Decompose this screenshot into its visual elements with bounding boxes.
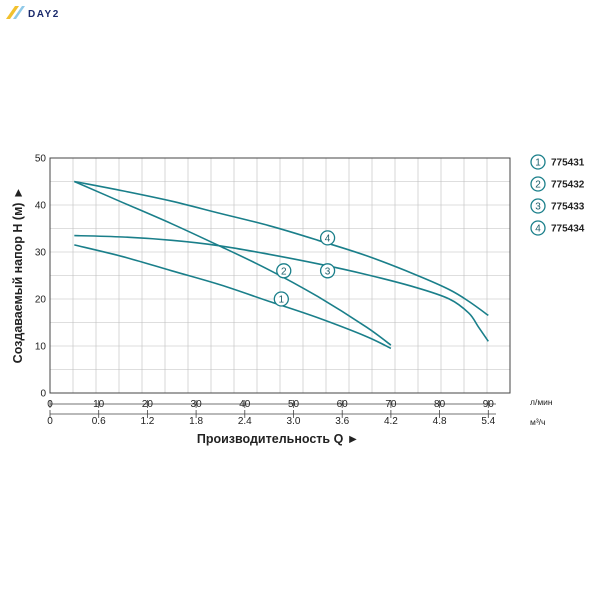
curve-775434: [74, 180, 489, 317]
curve-marker-1: 1: [273, 291, 289, 307]
y-tick-label: 0: [40, 389, 46, 400]
x2-axis-ticks: 0 0.6 1.2 1.8 2.4 3.0 3.6 4.2 4.8 5.4: [47, 410, 496, 427]
marker-label: 2: [281, 266, 287, 277]
y-axis-label: Создаваемый напор H (м) ►: [11, 187, 25, 364]
legend-marker-label: 4: [535, 224, 541, 235]
x-tick-label: 60: [337, 399, 349, 410]
legend-marker-circle: [530, 154, 546, 170]
y-tick-label: 10: [35, 342, 47, 353]
legend-item-775433: 3 775433: [530, 198, 585, 214]
x-tick-label: 70: [385, 399, 397, 410]
marker-circle: [273, 291, 289, 307]
x2-tick-label: 0.6: [92, 416, 106, 427]
x2-tick-label: 4.2: [384, 416, 398, 427]
x-tick-label: 30: [191, 399, 203, 410]
x-axis-label: Производительность Q ►: [197, 432, 359, 446]
x2-tick-label: 1.8: [189, 416, 203, 427]
marker-label: 1: [279, 295, 285, 306]
x-tick-label: 50: [288, 399, 300, 410]
brand-logo: DAY2: [4, 3, 94, 29]
legend-item-775431: 1 775431: [530, 154, 585, 170]
plot-frame: [49, 157, 511, 394]
x-tick-label: 0: [47, 399, 53, 410]
x-axis-ticks: 0 10 20 30 40 50 60 70 80 90: [47, 399, 494, 410]
x2-axis-unit: м³/ч: [530, 417, 545, 427]
x-tick-label: 20: [142, 399, 154, 410]
x-tick-label: 90: [483, 399, 495, 410]
x2-tick-label: 4.8: [433, 416, 447, 427]
marker-label: 3: [325, 266, 331, 277]
legend-item-775432: 2 775432: [530, 176, 585, 192]
legend-item-775434: 4 775434: [530, 220, 585, 236]
y-tick-label: 50: [35, 154, 47, 165]
curve-marker-3: 3: [319, 263, 336, 279]
y-tick-label: 30: [35, 248, 47, 259]
x2-tick-label: 3.6: [335, 416, 349, 427]
curve-marker-2: 2: [276, 263, 292, 279]
curve-markers: 1 2 3 4: [273, 230, 336, 307]
legend-marker-label: 2: [535, 180, 541, 191]
legend-label: 775433: [551, 202, 585, 213]
y-tick-label: 40: [35, 201, 47, 212]
legend-marker-label: 1: [535, 158, 541, 169]
legend-label: 775434: [551, 224, 585, 235]
curve-775431: [74, 244, 392, 350]
legend-marker-circle: [530, 198, 546, 214]
x2-tick-label: 5.4: [481, 416, 495, 427]
x2-tick-label: 1.2: [140, 416, 154, 427]
curve-775433: [74, 234, 489, 342]
legend-label: 775431: [551, 158, 585, 169]
y-axis-ticks: 0 10 20 30 40 50: [35, 154, 47, 400]
x-tick-label: 40: [239, 399, 251, 410]
legend-marker-circle: [530, 176, 546, 192]
x2-tick-label: 3.0: [287, 416, 301, 427]
marker-label: 4: [325, 233, 331, 244]
curve-775432: [73, 180, 392, 346]
x-tick-label: 80: [434, 399, 446, 410]
marker-circle: [319, 263, 336, 279]
y-tick-label: 20: [35, 295, 47, 306]
chart-axes: [49, 157, 511, 415]
logo-mark-icon: [6, 6, 25, 19]
curves: [73, 180, 489, 350]
legend: 1 775431 2 775432 3 775433 4 775434: [530, 154, 585, 236]
x-axis-unit: л/мин: [530, 397, 553, 407]
legend-marker-label: 3: [535, 202, 541, 213]
marker-circle: [319, 230, 336, 246]
legend-label: 775432: [551, 180, 585, 191]
logo-text: DAY2: [28, 9, 60, 20]
x2-tick-label: 2.4: [238, 416, 252, 427]
marker-circle: [276, 263, 292, 279]
x2-tick-label: 0: [47, 416, 53, 427]
x-tick-label: 10: [93, 399, 105, 410]
legend-marker-circle: [530, 220, 546, 236]
curve-marker-4: 4: [319, 230, 336, 246]
